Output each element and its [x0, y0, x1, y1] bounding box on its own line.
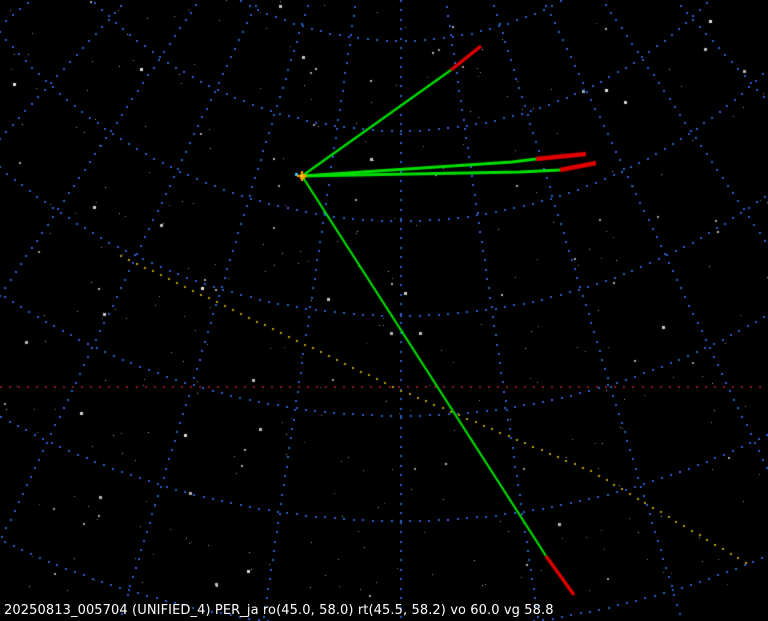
- status-caption: 20250813_005704 (UNIFIED_4) PER_ja ro(45…: [4, 603, 554, 618]
